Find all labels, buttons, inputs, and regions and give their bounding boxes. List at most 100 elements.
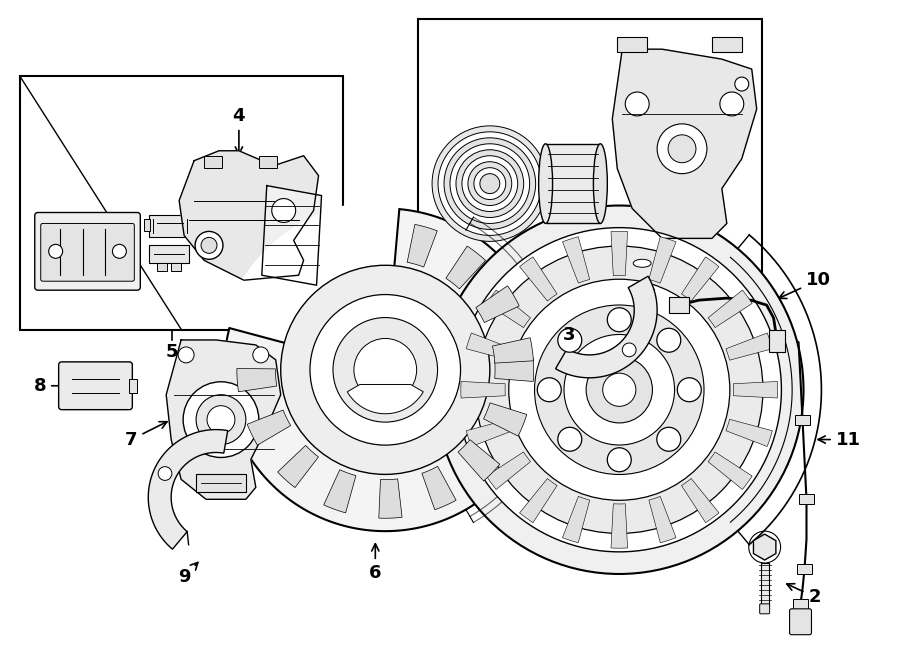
Ellipse shape [631,298,653,308]
Bar [130,379,138,393]
Polygon shape [612,49,757,239]
Text: 6: 6 [369,544,382,582]
Circle shape [435,206,804,574]
Bar [158,263,167,271]
Bar [634,279,650,301]
Circle shape [657,427,680,451]
Polygon shape [446,246,485,289]
Circle shape [657,329,680,352]
FancyBboxPatch shape [58,362,132,410]
Circle shape [207,406,235,434]
Polygon shape [422,466,456,510]
Polygon shape [324,470,356,513]
Circle shape [253,347,269,363]
Polygon shape [224,208,546,531]
Bar [545,144,600,223]
Polygon shape [611,231,627,276]
Polygon shape [486,290,530,328]
Circle shape [535,305,704,475]
Polygon shape [649,496,676,543]
Polygon shape [753,534,776,560]
Circle shape [178,347,194,363]
Polygon shape [466,333,513,360]
Bar [144,219,150,231]
Ellipse shape [624,255,662,271]
Bar [796,564,813,574]
Circle shape [112,245,126,258]
Polygon shape [483,403,526,436]
Polygon shape [734,381,778,398]
Circle shape [626,92,649,116]
Polygon shape [221,200,400,370]
Polygon shape [277,446,319,488]
Text: 1: 1 [554,492,600,518]
Bar [204,156,222,168]
Bar [149,215,191,237]
Circle shape [438,132,542,235]
Circle shape [158,467,172,481]
Circle shape [457,227,781,552]
Circle shape [622,343,636,357]
Polygon shape [379,479,402,518]
Text: 8: 8 [33,377,132,395]
Circle shape [657,124,706,174]
Text: 10: 10 [778,271,831,299]
Polygon shape [347,385,423,414]
Text: 2: 2 [787,584,821,606]
Circle shape [608,447,631,472]
Circle shape [310,295,461,445]
Polygon shape [492,338,534,363]
Circle shape [678,378,701,402]
Bar [171,263,181,271]
Polygon shape [461,381,505,398]
Text: 11: 11 [818,430,860,449]
Bar [798,494,814,504]
Polygon shape [555,276,657,378]
Circle shape [564,334,675,445]
Polygon shape [681,479,719,523]
Circle shape [456,150,524,217]
Circle shape [450,144,530,223]
Bar [617,37,647,52]
Polygon shape [708,452,752,489]
FancyBboxPatch shape [35,212,140,290]
Circle shape [183,382,259,457]
Circle shape [444,137,536,229]
Polygon shape [495,358,534,381]
Circle shape [603,373,636,407]
Circle shape [49,245,63,258]
Circle shape [558,329,581,352]
Circle shape [432,126,547,241]
Circle shape [537,378,562,402]
Polygon shape [611,504,627,548]
Polygon shape [148,430,228,549]
Bar [769,330,785,352]
Circle shape [480,174,500,194]
Circle shape [281,265,490,475]
Circle shape [354,338,417,401]
Ellipse shape [634,259,652,267]
Polygon shape [262,186,321,285]
Circle shape [333,317,437,422]
Circle shape [196,395,246,444]
Text: 9: 9 [178,563,198,586]
Ellipse shape [538,144,553,223]
Polygon shape [476,286,519,323]
Bar [149,245,189,263]
Polygon shape [237,369,276,392]
Bar [793,599,808,609]
Bar [196,475,246,492]
Polygon shape [708,290,752,328]
Polygon shape [649,237,676,283]
Text: 4: 4 [232,107,245,154]
Text: 5: 5 [166,343,178,361]
FancyBboxPatch shape [760,604,770,614]
FancyBboxPatch shape [789,609,812,635]
Polygon shape [681,257,719,301]
Circle shape [608,308,631,332]
Polygon shape [726,419,772,447]
Polygon shape [519,479,557,523]
Circle shape [734,77,749,91]
Bar [712,37,742,52]
Bar [760,563,769,605]
